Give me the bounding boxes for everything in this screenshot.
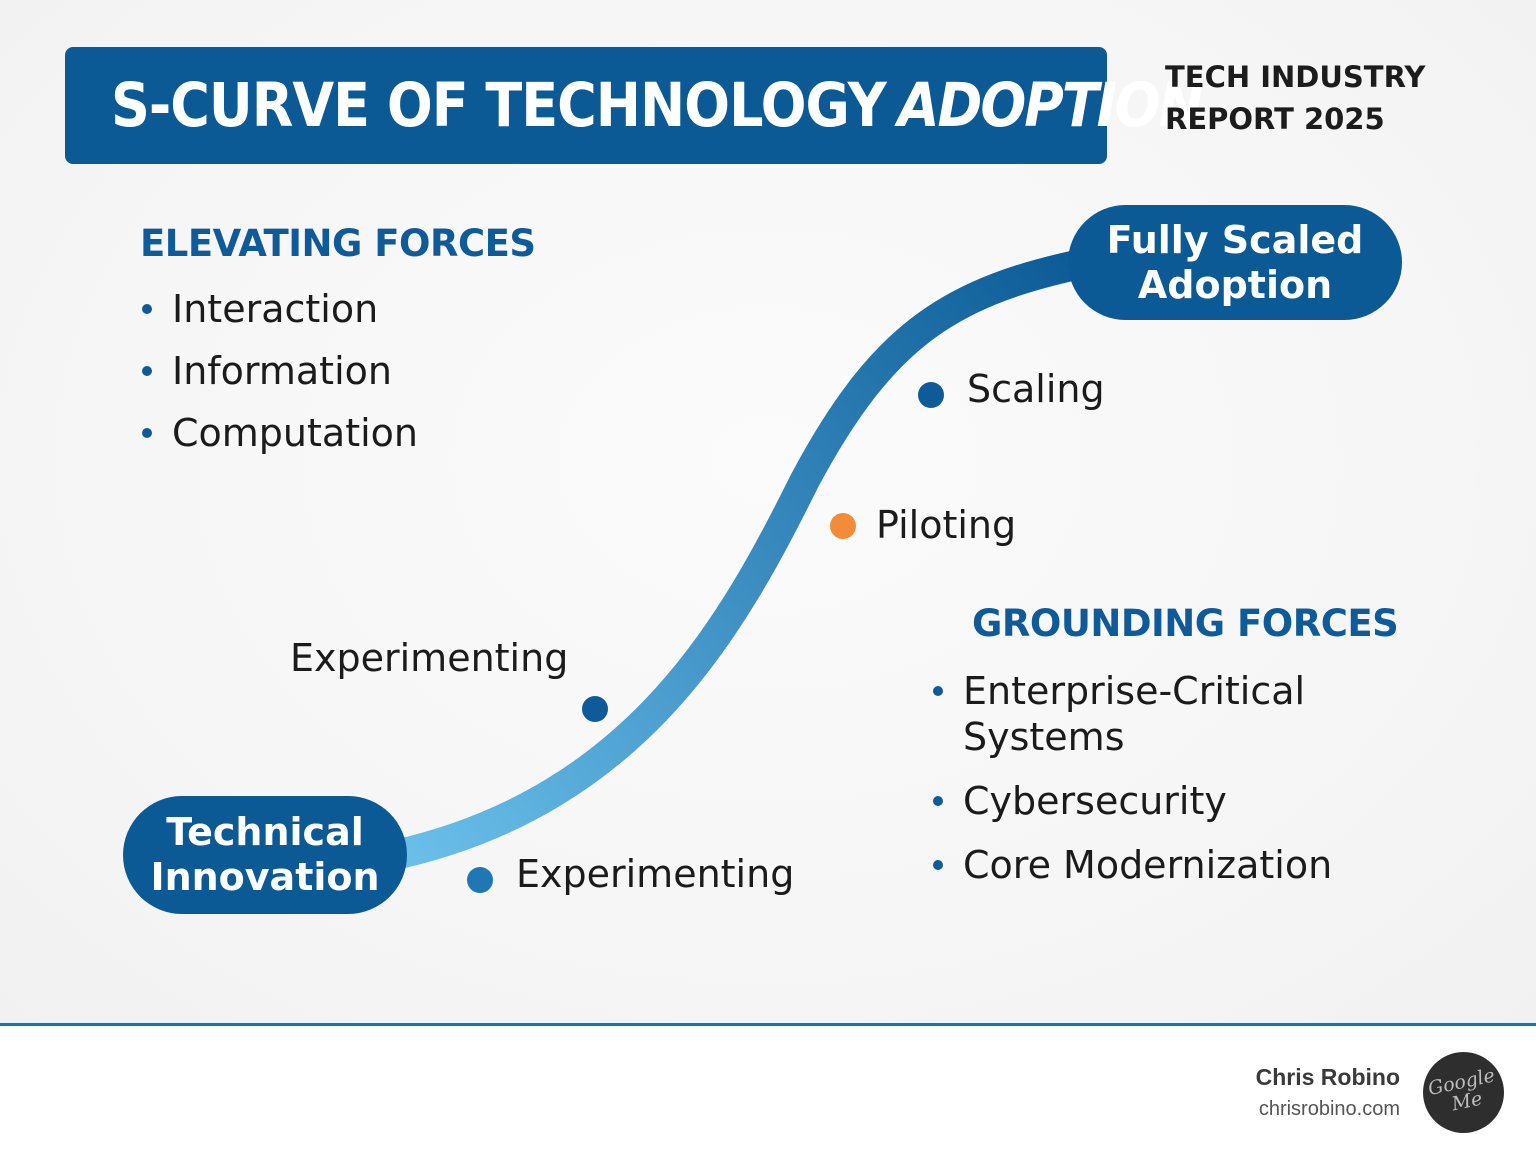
title-emphasis: ADOPTION (897, 70, 1204, 141)
grounding-forces-heading: GROUNDING FORCES (972, 602, 1399, 645)
list-item-label: Cybersecurity (963, 779, 1227, 823)
title-banner: S-CURVE OF TECHNOLOGY ADOPTION (65, 47, 1204, 164)
author-site-link[interactable]: chrisrobino.com (1258, 1098, 1400, 1120)
bullet-icon (142, 428, 152, 438)
title-main: S-CURVE OF TECHNOLOGY (111, 70, 887, 141)
list-item-label: Core Modernization (963, 843, 1333, 887)
bullet-icon (142, 304, 152, 314)
page-title: S-CURVE OF TECHNOLOGY ADOPTION (111, 70, 1204, 141)
bullet-icon (933, 860, 943, 870)
report-tag-line-2: REPORT 2025 (1165, 102, 1385, 136)
stage-label-scaling: Scaling (967, 367, 1105, 411)
s-curve-path (391, 247, 1094, 870)
end-stage-pill: Fully Scaled Adoption (1068, 205, 1402, 320)
bullet-icon (933, 686, 943, 696)
google-me-logo-icon: Google Me (1423, 1052, 1504, 1133)
report-tag-line-1: TECH INDUSTRY (1165, 60, 1426, 94)
stage-label-experimenting-lower: Experimenting (516, 852, 795, 896)
stage-label-piloting: Piloting (876, 503, 1017, 547)
list-item: Cybersecurity (933, 778, 1332, 842)
start-stage-line-2: Innovation (150, 855, 380, 899)
footer-divider (0, 1023, 1536, 1026)
list-item-label: Computation (172, 411, 418, 455)
grounding-forces-list: Enterprise-Critical Systems Cybersecurity… (933, 668, 1332, 896)
report-tag: TECH INDUSTRY REPORT 2025 (1165, 56, 1445, 140)
list-item: Enterprise-Critical Systems (933, 668, 1332, 778)
end-stage-line-2: Adoption (1137, 262, 1333, 307)
list-item-label-continued: Systems (963, 715, 1125, 759)
list-item-label: Enterprise-Critical (963, 669, 1306, 713)
end-stage-line-1: Fully Scaled (1106, 217, 1364, 262)
list-item: Computation (142, 408, 418, 470)
start-stage-line-1: Technical (166, 810, 364, 854)
list-item: Interaction (142, 284, 418, 346)
list-item: Core Modernization (933, 842, 1332, 896)
stage-marker-experimenting-lower (467, 867, 493, 893)
bullet-icon (142, 366, 152, 376)
stage-marker-piloting (830, 513, 856, 539)
elevating-forces-list: Interaction Information Computation (142, 284, 418, 470)
elevating-forces-heading: ELEVATING FORCES (140, 222, 536, 265)
list-item-label: Interaction (172, 287, 379, 331)
stage-marker-scaling (918, 382, 944, 408)
start-stage-pill: Technical Innovation (123, 796, 407, 914)
list-item: Information (142, 346, 418, 408)
stage-marker-experimenting-upper (582, 696, 608, 722)
bullet-icon (933, 796, 943, 806)
list-item-label: Information (172, 349, 392, 393)
google-me-logo-art: Google Me (1426, 1064, 1497, 1115)
stage-label-experimenting-upper: Experimenting (290, 636, 569, 680)
footer (0, 1026, 1536, 1154)
s-curve-diagram (391, 247, 1094, 870)
author-name: Chris Robino (1255, 1064, 1400, 1090)
